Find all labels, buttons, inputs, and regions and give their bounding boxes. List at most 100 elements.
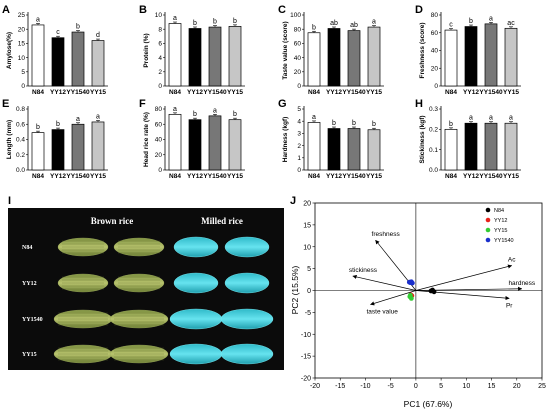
bar-yy1540 [208,115,222,171]
x-category-label: YY1540 [479,173,503,180]
x-category-label: YY15 [90,173,106,180]
y-tick-label: -5 [305,310,311,317]
rice-variety-label: YY12 [22,281,37,287]
y-tick-label: 5 [297,106,301,113]
legend-label: YY1540 [494,238,514,244]
x-tick-label: 0 [414,383,418,390]
x-category-label: YY15 [227,173,243,180]
x-category-label: YY12 [463,89,479,96]
legend-marker-n84 [485,207,491,213]
y-tick-label: 15 [303,222,311,229]
x-category-label: YY12 [326,89,342,96]
bar-yy1540 [347,128,361,171]
y-tick-label: 8 [158,26,162,33]
y-tick-label: 60 [155,121,163,128]
loading-label: freshness [372,231,401,238]
y-axis-title: Hardness (kgf) [282,117,289,163]
significance-letter: a [312,114,316,121]
x-category-label: YY15 [366,89,382,96]
y-tick-label: 0.1 [429,147,438,154]
y-tick-label: 20 [155,152,163,159]
legend-label: N84 [494,208,504,214]
milled-rice-grain [220,308,274,330]
bar-yy15 [228,26,242,87]
x-category-label: YY1540 [479,89,503,96]
y-tick-label: 0.0 [16,167,25,174]
y-tick-label: 1 [297,155,301,162]
x-category-label: N84 [445,89,457,96]
pca-x-axis-title: PC1 (67.6%) [404,399,453,409]
y-tick-label: 3 [297,131,301,138]
y-axis-title: Freshness (score) [419,23,426,79]
x-tick-label: 5 [439,383,443,390]
x-category-label: N84 [169,89,181,96]
loading-label: stickiness [349,267,378,274]
rice-row-yy1540: YY1540 [22,308,274,330]
legend-label: YY12 [494,218,507,224]
y-tick-label: 2 [297,143,301,150]
bar-yy12 [464,122,478,171]
panel-label-I: I [8,195,11,207]
legend-marker-yy1540 [485,237,491,243]
y-axis-title: Head rice rate (%) [143,112,150,167]
significance-letter: a [213,107,217,114]
loading-label: Ac [508,257,516,264]
significance-letter: a [173,106,177,113]
rice-rows: N84 YY12 YY1540 YY15 [22,236,274,365]
x-category-label: N84 [308,89,320,96]
bar-chart-F: F Head rice rate (%) 0 20 40 60 80 a N84 b YY12 a YY… [139,98,245,180]
bar-n84 [31,24,45,87]
significance-letter: c [449,22,453,29]
bar-yy12 [327,28,341,87]
y-tick-label: 60 [294,41,302,48]
pca-content: -20 -15 -10 -5 0 5 10 15 20 25 -20 -15 -10 -5 0 5 10 15 20… [301,201,546,391]
panel-label-A: A [2,4,10,16]
loading-label: taste value [366,309,398,316]
y-tick-label: 60 [431,30,439,37]
brown-rice-heading: Brown rice [91,216,134,226]
y-tick-label: 0 [297,83,301,90]
bar-yy15 [367,26,381,87]
panel-label-J: J [290,195,296,207]
bar-yy1540 [71,31,85,87]
y-tick-label: 20 [431,65,439,72]
rice-grain-photo: I Brown rice Milled rice N84 YY12 YY1540 YY… [8,195,284,370]
milled-rice-grain [169,308,223,330]
x-tick-label: 25 [538,383,546,390]
panel-label-H: H [415,98,423,110]
y-tick-label: 6 [158,41,162,48]
loading-arrow-stickiness [352,274,416,291]
significance-letter: b [352,120,356,127]
significance-letter: b [76,24,80,31]
milled-rice-grain [173,236,219,258]
milled-rice-grain [224,236,270,258]
significance-letter: b [372,121,376,128]
significance-letter: b [449,121,453,128]
x-category-label: N84 [32,89,44,96]
y-tick-label: 10 [303,244,311,251]
significance-letter: b [193,20,197,27]
significance-letter: a [509,115,513,122]
y-tick-label: 0 [297,167,301,174]
x-category-label: N84 [308,173,320,180]
y-tick-label: 40 [431,48,439,55]
x-category-label: YY1540 [342,89,366,96]
bar-yy12 [51,129,65,171]
y-tick-label: 20 [303,201,311,208]
panel-label-G: G [278,98,287,110]
bar-chart-D: D Freshness (score) 0 20 40 60 80 c N84 b YY12 a YY1… [415,4,521,96]
point-yy1540 [407,280,413,286]
loading-arrow-Ac [415,264,513,291]
x-category-label: N84 [445,173,457,180]
significance-letter: a [372,19,376,26]
rice-row-yy15: YY15 [22,343,274,365]
x-category-label: YY15 [503,173,519,180]
x-tick-label: 10 [462,383,470,390]
loading-label: hardness [508,280,535,287]
significance-letter: c [56,29,60,36]
significance-letter: d [96,32,100,39]
bar-yy1540 [71,123,85,171]
y-tick-label: 10 [155,12,163,19]
y-axis-title: Stickiness (kgf) [419,115,426,163]
